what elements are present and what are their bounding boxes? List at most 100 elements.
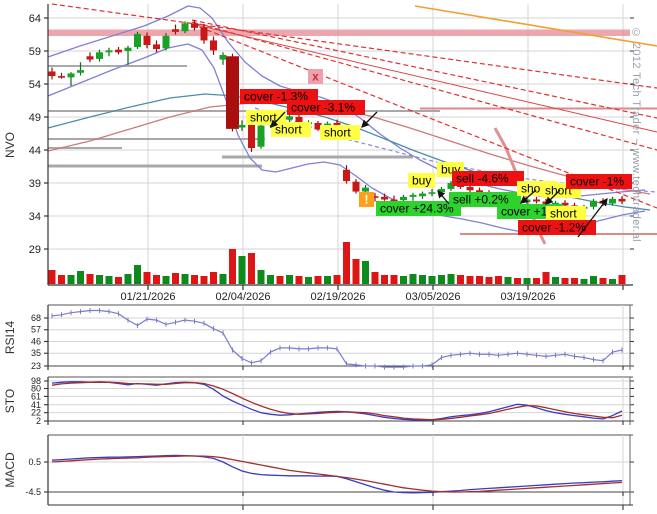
- volume-bar: [96, 275, 103, 284]
- price-ytick-label: 64: [29, 13, 41, 25]
- sto-ytick-label: 80: [31, 384, 41, 394]
- rsi-axis-label: RSI14: [3, 321, 17, 355]
- volume-bar: [400, 276, 407, 284]
- price-ytick-label: 34: [29, 211, 41, 223]
- candle-up: [428, 192, 436, 194]
- candle-down: [191, 23, 198, 28]
- volume-bar: [523, 278, 531, 284]
- candle-up: [238, 124, 246, 128]
- volume-bar: [238, 256, 246, 284]
- date-label: 01/21/2026: [120, 291, 175, 303]
- volume-bar: [305, 277, 312, 284]
- price-axes: 64 59 54 49 44 39 34 29 01/21/2026 02/04/2026 02/1…: [3, 4, 634, 303]
- volume-bar: [143, 272, 151, 284]
- volume-bar: [115, 277, 122, 284]
- candle-down: [352, 181, 360, 192]
- candle-up: [362, 187, 369, 192]
- signal-arrow: [361, 111, 378, 128]
- volume-bar: [257, 270, 265, 284]
- macd-axis-label: MACD: [3, 452, 17, 488]
- volume-bar: [409, 274, 417, 284]
- candle-down: [466, 186, 474, 191]
- candle-down: [153, 44, 160, 50]
- volume-bar: [447, 274, 455, 284]
- candle-down: [143, 35, 151, 46]
- trade-label-buy-text: buy: [412, 174, 431, 188]
- volume-bar: [580, 279, 588, 284]
- candle-up: [400, 196, 407, 201]
- trend-dashed-2: [191, 19, 657, 119]
- trade-label-short: [271, 122, 311, 137]
- volume-bar: [333, 275, 341, 284]
- volume-bar: [514, 278, 521, 284]
- volume-bar: [371, 272, 379, 284]
- trade-label-cover-1-: [566, 174, 632, 189]
- candle-up: [67, 73, 75, 78]
- trend-dashed-3: [191, 21, 657, 151]
- trade-label-short: [546, 206, 586, 221]
- candle-down: [115, 49, 122, 53]
- volume-bar: [153, 275, 160, 284]
- volume-bar: [48, 270, 56, 284]
- volume-bar: [286, 275, 293, 284]
- candle-down: [533, 199, 540, 202]
- candle-down: [210, 40, 217, 51]
- volume-bar: [276, 276, 284, 284]
- trade-label-cover-+24-3--text: cover +24.3%: [380, 202, 454, 216]
- volume-bar: [86, 274, 94, 284]
- watermark: © 2012 Tech Trader ~ www.techtrader.al: [630, 27, 642, 243]
- signal-arrow: [520, 189, 537, 204]
- trade-label-sell-+0-2--text: sell +0.2%: [453, 193, 509, 207]
- bottom-frame: [48, 504, 633, 510]
- signal-arrows: [270, 111, 608, 238]
- rsi-ytick-label: 35: [31, 348, 41, 358]
- sto-ytick-label: 2: [36, 416, 41, 426]
- trade-label-cover-1-2-: [518, 220, 596, 235]
- date-label: 02/19/2026: [310, 291, 365, 303]
- candle-up: [257, 125, 265, 147]
- sto-ytick-label: 98: [31, 376, 41, 386]
- trade-label-x: [308, 69, 323, 84]
- volume-bar: [352, 259, 360, 284]
- candle-down: [58, 76, 65, 78]
- volume-bar: [438, 275, 445, 284]
- volume-bar: [542, 272, 550, 284]
- sto-series-k: [51, 381, 623, 421]
- volume-bar: [504, 277, 512, 284]
- rsi-ytick-label: 46: [31, 336, 41, 346]
- candle-up: [124, 47, 132, 51]
- candle-down: [226, 56, 239, 129]
- macd-series-signal: [51, 455, 623, 493]
- volume-bar: [552, 277, 559, 284]
- candle-down: [381, 196, 388, 200]
- signal-arrow: [437, 190, 450, 205]
- volume-bar: [314, 276, 322, 284]
- volume-bar: [495, 276, 502, 284]
- volume-bar: [191, 275, 198, 284]
- symbol-axis-label: NVO: [3, 132, 17, 158]
- candle-up: [609, 198, 616, 204]
- volume-bar: [200, 276, 208, 284]
- price-ytick-label: 59: [29, 46, 41, 58]
- volume-bar: [618, 275, 626, 284]
- candle-up: [181, 23, 189, 32]
- date-label: 03/19/2026: [500, 291, 555, 303]
- price-ytick-label: 29: [29, 244, 41, 256]
- volume-bar: [229, 249, 236, 284]
- candle-up: [447, 183, 455, 189]
- volume-bar: [533, 278, 540, 284]
- sto-ytick-label: 22: [31, 408, 41, 418]
- candle-down: [390, 199, 398, 202]
- candle-up: [409, 194, 417, 197]
- candle-down: [371, 196, 379, 198]
- volume-bar: [362, 261, 369, 284]
- candle-down: [618, 198, 626, 202]
- trade-label-cover-3-1--text: cover -3.1%: [291, 101, 355, 115]
- trade-label-x-text: x: [312, 70, 319, 84]
- volume-bar: [466, 276, 474, 284]
- sto-axis-label: STO: [3, 389, 17, 413]
- price-grid: [48, 4, 630, 285]
